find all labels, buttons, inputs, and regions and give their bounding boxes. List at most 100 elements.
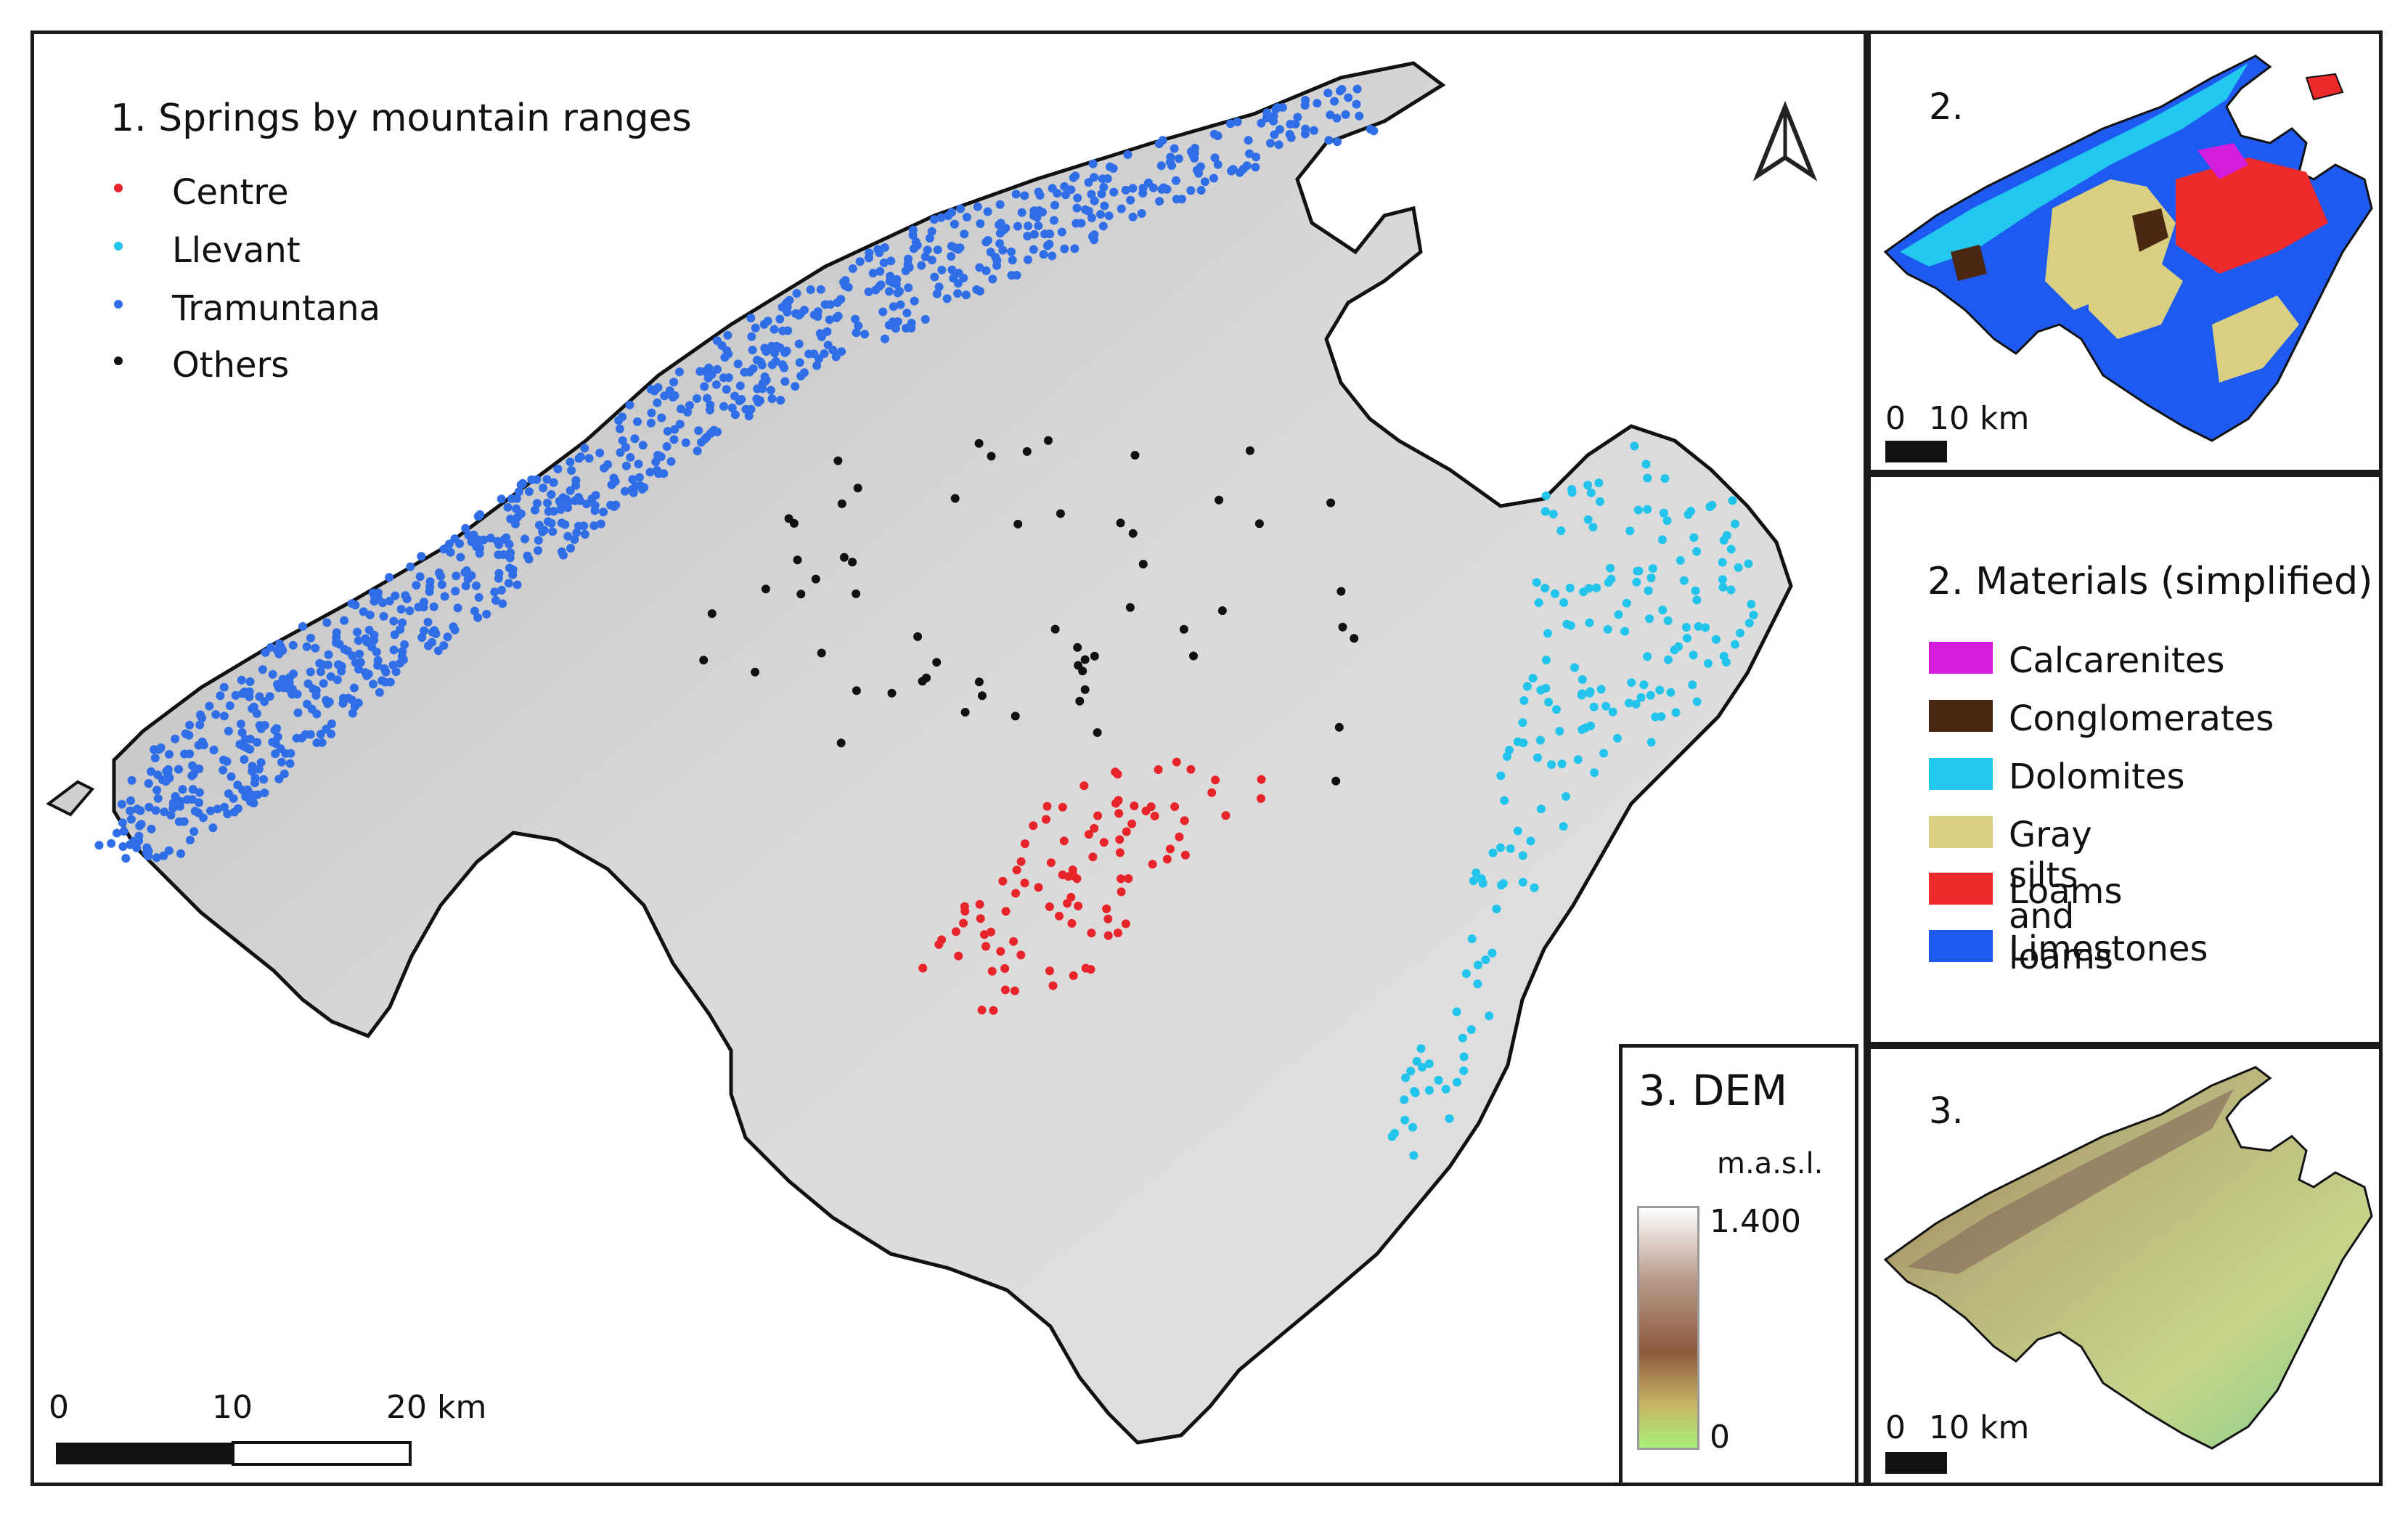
llevant-spring-point [1662, 516, 1672, 526]
tramuntana-spring-point [285, 759, 295, 768]
tramuntana-spring-point [490, 587, 499, 597]
tramuntana-spring-point [1123, 150, 1132, 159]
centre-spring-point [1090, 823, 1099, 833]
tramuntana-spring-point [791, 309, 800, 318]
tramuntana-spring-point [1099, 182, 1109, 192]
others-spring-point [833, 456, 843, 465]
tramuntana-spring-point [513, 580, 522, 590]
tramuntana-spring-point [206, 806, 215, 815]
tramuntana-spring-point [396, 605, 406, 614]
dem-map [1883, 1066, 2373, 1474]
llevant-spring-point [1631, 699, 1641, 709]
tramuntana-spring-point [1332, 113, 1342, 123]
tramuntana-spring-point [1057, 227, 1066, 237]
centre-spring-point [1009, 937, 1019, 946]
centre-spring-point [1001, 907, 1011, 916]
tramuntana-spring-point [1187, 147, 1196, 156]
tramuntana-spring-point [629, 488, 638, 497]
tramuntana-spring-point [231, 690, 240, 700]
llevant-spring-point [1585, 618, 1594, 627]
tramuntana-spring-point [817, 332, 826, 341]
tramuntana-spring-point [566, 486, 575, 495]
tramuntana-spring-point [303, 679, 313, 688]
llevant-spring-point [1601, 701, 1611, 711]
tramuntana-spring-point [389, 645, 399, 655]
tramuntana-spring-point [523, 551, 532, 560]
tramuntana-spring-point [1174, 154, 1183, 163]
tramuntana-spring-point [126, 796, 135, 805]
dem-scale-tick-0: 0 [1885, 1409, 1906, 1446]
centre-spring-point [998, 876, 1008, 886]
tramuntana-spring-point [117, 799, 126, 809]
centre-spring-point [1069, 971, 1078, 980]
llevant-spring-point [1530, 883, 1539, 892]
tramuntana-spring-point [630, 434, 640, 444]
tramuntana-spring-point [340, 616, 349, 625]
llevant-spring-point [1408, 1122, 1417, 1132]
llevant-spring-point [1607, 574, 1616, 584]
tramuntana-spring-point [889, 302, 898, 311]
llevant-spring-point [1458, 1033, 1467, 1043]
tramuntana-spring-point [245, 692, 254, 701]
tramuntana-spring-point [934, 282, 944, 292]
tramuntana-spring-point [182, 795, 192, 804]
tramuntana-spring-point [634, 460, 643, 469]
tramuntana-spring-point [841, 276, 850, 285]
tramuntana-spring-point [669, 378, 679, 387]
tramuntana-spring-point [615, 424, 624, 433]
centre-spring-point [954, 951, 963, 961]
tramuntana-spring-point [1157, 184, 1167, 194]
tramuntana-spring-point [556, 505, 566, 514]
tramuntana-spring-point [998, 245, 1008, 255]
tramuntana-spring-point [319, 679, 328, 688]
llevant-spring-point [1747, 600, 1756, 609]
llevant-spring-point [1519, 696, 1529, 705]
tramuntana-spring-point [337, 661, 346, 671]
llevant-spring-point [1532, 578, 1541, 587]
others-spring-point [1013, 519, 1023, 529]
centre-spring-point [1041, 815, 1050, 824]
tramuntana-spring-point [1034, 187, 1043, 197]
centre-spring-point [1115, 835, 1125, 844]
llevant-spring-point [1588, 523, 1598, 531]
tramuntana-spring-point [293, 708, 303, 717]
others-spring-point [1217, 606, 1227, 616]
tramuntana-spring-point [118, 818, 127, 828]
tramuntana-spring-point [833, 311, 843, 321]
tramuntana-spring-point [1266, 139, 1275, 148]
tramuntana-spring-point [434, 568, 444, 578]
tramuntana-spring-point [717, 341, 727, 350]
tramuntana-spring-point [1007, 247, 1016, 256]
tramuntana-spring-point [463, 574, 473, 584]
llevant-spring-point [1589, 702, 1599, 711]
tramuntana-spring-point [1084, 178, 1093, 187]
tramuntana-spring-point [595, 448, 605, 457]
tramuntana-spring-point [354, 636, 363, 645]
tramuntana-spring-point [706, 400, 715, 409]
tramuntana-spring-point [756, 357, 765, 367]
llevant-spring-point [1692, 697, 1702, 706]
tramuntana-spring-point [1352, 99, 1361, 109]
tramuntana-spring-point [327, 719, 336, 728]
tramuntana-spring-point [256, 758, 266, 767]
others-spring-point [836, 738, 846, 748]
tramuntana-spring-point [1045, 229, 1055, 239]
tramuntana-spring-point [176, 849, 186, 858]
tramuntana-spring-point [932, 289, 942, 298]
tramuntana-spring-point [760, 343, 770, 353]
others-spring-point [1189, 651, 1198, 661]
tramuntana-spring-point [570, 535, 579, 545]
tramuntana-spring-point [285, 678, 294, 688]
tramuntana-spring-point [240, 735, 250, 744]
tramuntana-spring-point [904, 283, 913, 293]
tramuntana-spring-point [800, 368, 809, 378]
tramuntana-spring-point [514, 487, 523, 497]
llevant-spring-point [1674, 642, 1683, 651]
tramuntana-spring-point [723, 330, 732, 340]
tramuntana-spring-point [456, 552, 465, 562]
centre-spring-point [951, 927, 960, 937]
tramuntana-spring-point [1038, 208, 1047, 217]
tramuntana-spring-point [197, 714, 207, 723]
llevant-spring-point [1497, 881, 1506, 890]
island-map [46, 61, 1818, 1466]
